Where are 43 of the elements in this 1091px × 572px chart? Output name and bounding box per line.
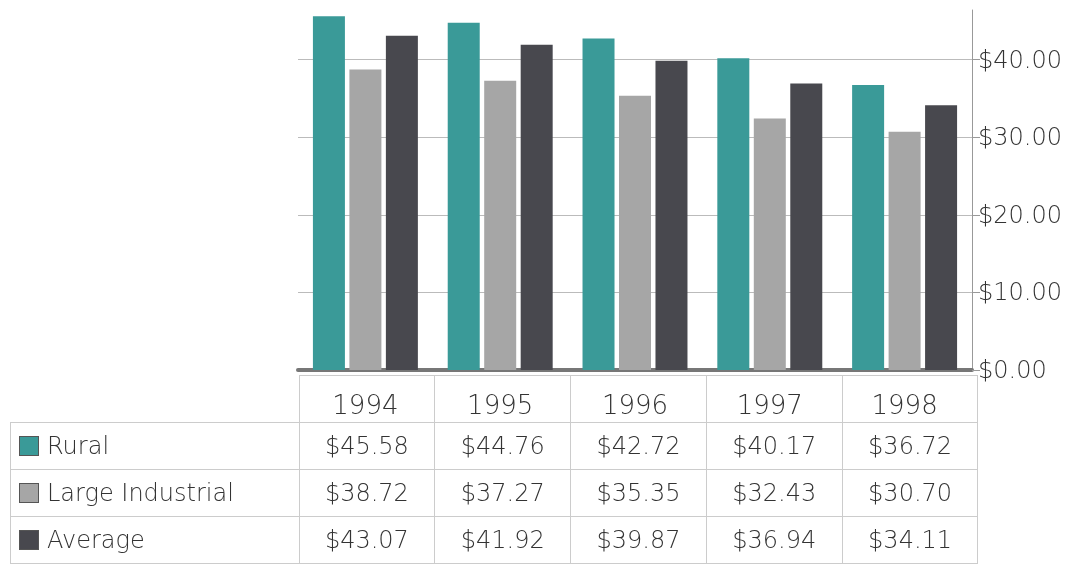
data-label: $36.72: [842, 422, 978, 470]
x-tick-label: 1997: [736, 390, 803, 420]
y-tick-label: $0.00: [978, 356, 1047, 384]
data-label: $39.87: [570, 516, 707, 564]
x-tick-label: 1994: [332, 390, 399, 420]
data-label: $34.11: [842, 516, 978, 564]
bar: [619, 95, 651, 370]
data-label: $38.72: [299, 469, 435, 517]
data-label: $45.58: [299, 422, 435, 470]
data-label: $37.27: [434, 469, 571, 517]
y-tick-label: $40.00: [978, 45, 1062, 74]
bar: [655, 60, 688, 370]
bar: [582, 38, 615, 370]
data-label: $30.70: [842, 469, 978, 517]
bar: [925, 105, 958, 370]
data-label: $40.17: [706, 422, 843, 470]
x-tick-label: 1996: [601, 390, 669, 420]
bar: [790, 83, 823, 370]
bar: [753, 118, 786, 370]
bar: [349, 69, 382, 370]
data-label: $36.94: [706, 516, 843, 564]
y-tick-label: $20.00: [978, 200, 1062, 229]
bar: [312, 16, 345, 370]
legend-label: Rural: [10, 422, 299, 470]
data-label: $43.07: [299, 516, 435, 564]
bar: [888, 131, 921, 370]
bar: [852, 85, 885, 370]
bar: [447, 22, 480, 370]
data-label: $42.72: [570, 422, 707, 470]
data-label: $41.92: [434, 516, 571, 564]
x-tick-label: 1995: [467, 390, 534, 420]
bar: [385, 35, 418, 370]
data-label: $35.35: [570, 469, 707, 517]
y-tick-label: $10.00: [978, 278, 1062, 307]
legend-label: Average: [10, 516, 299, 564]
data-label: $32.43: [706, 469, 843, 517]
bar: [520, 44, 553, 370]
y-tick-label: $30.00: [978, 123, 1062, 152]
data-label: $44.76: [434, 422, 571, 470]
x-tick-label: 1998: [871, 390, 938, 420]
bar: [484, 80, 517, 370]
legend-label: Large Industrial: [10, 469, 299, 517]
bar: [717, 58, 750, 370]
